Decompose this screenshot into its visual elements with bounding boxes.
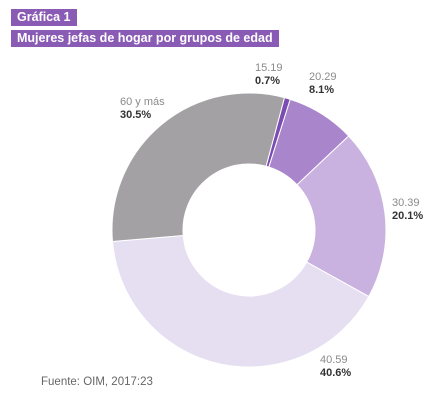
slice-30-39 bbox=[296, 135, 387, 298]
slice-60-mas bbox=[111, 92, 286, 243]
label-20-29-value: 8.1% bbox=[309, 84, 335, 96]
source-note: Fuente: OIM, 2017:23 bbox=[41, 376, 153, 388]
label-40-59-value: 40.6% bbox=[320, 367, 352, 379]
label-20-29: 20.29 8.1% bbox=[309, 71, 337, 97]
label-30-39: 30.39 20.1% bbox=[392, 197, 423, 223]
label-30-39-category: 30.39 bbox=[392, 197, 420, 209]
label-15-19: 15.19 0.7% bbox=[255, 62, 283, 88]
label-60-mas-value: 30.5% bbox=[120, 109, 152, 121]
label-30-39-value: 20.1% bbox=[392, 210, 424, 222]
chart-title: Mujeres jefas de hogar por grupos de eda… bbox=[11, 30, 279, 47]
label-60-mas: 60 y más 30.5% bbox=[120, 96, 165, 122]
figure-label: Gráfica 1 bbox=[11, 9, 77, 26]
label-15-19-value: 0.7% bbox=[255, 75, 281, 87]
label-15-19-category: 15.19 bbox=[255, 62, 283, 74]
label-60-mas-category: 60 y más bbox=[120, 96, 165, 108]
label-40-59: 40.59 40.6% bbox=[320, 354, 351, 380]
slice-40-59 bbox=[111, 234, 370, 368]
label-40-59-category: 40.59 bbox=[320, 354, 348, 366]
label-20-29-category: 20.29 bbox=[309, 71, 337, 83]
